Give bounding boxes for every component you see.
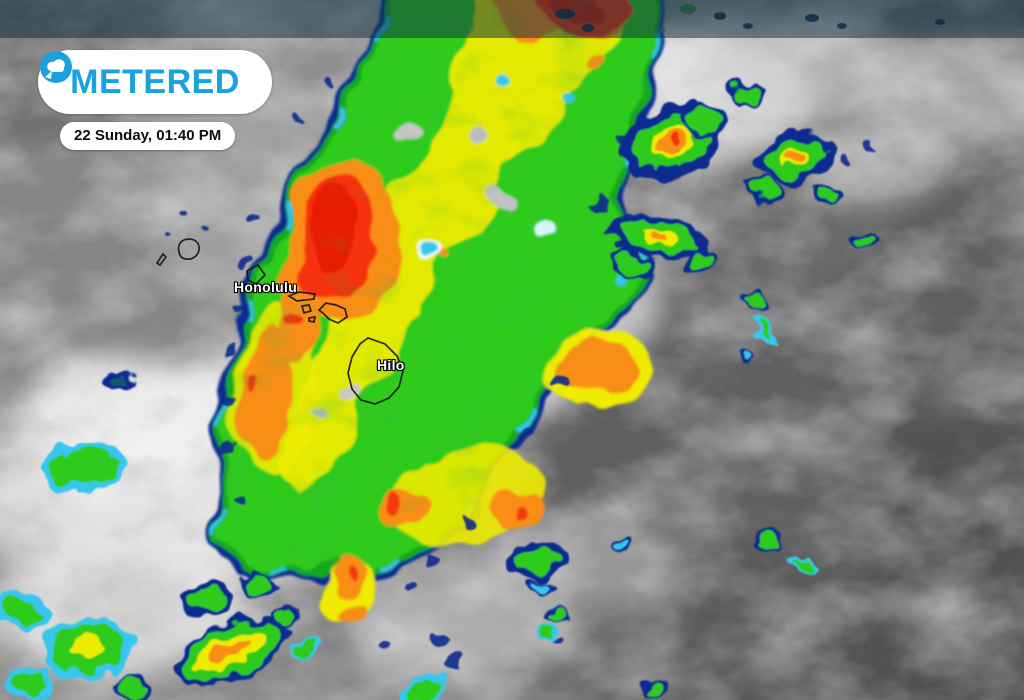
island-outline-niihau <box>155 252 168 267</box>
island-outline-lanai <box>300 304 313 315</box>
meteored-logo-text: METE RED <box>40 51 240 101</box>
island-outline-maui <box>317 302 348 324</box>
navy-fringe-specks <box>161 79 877 668</box>
cloud-bubble-logo-icon <box>40 51 72 83</box>
island-outline-molokai <box>287 291 317 302</box>
scattered-cells <box>0 81 877 700</box>
island-outline-hawaii <box>347 337 404 405</box>
timestamp-badge: 22 Sunday, 01:40 PM <box>60 122 236 150</box>
logo-text-prefix: METE <box>70 63 167 101</box>
island-outline-kahoolawe <box>308 315 317 324</box>
logo-text-suffix: RED <box>166 63 240 101</box>
meteored-logo[interactable]: METE RED <box>38 50 272 114</box>
island-outline-kauai <box>177 238 200 260</box>
island-outline-oahu <box>246 263 267 286</box>
island-outlines <box>155 238 404 405</box>
